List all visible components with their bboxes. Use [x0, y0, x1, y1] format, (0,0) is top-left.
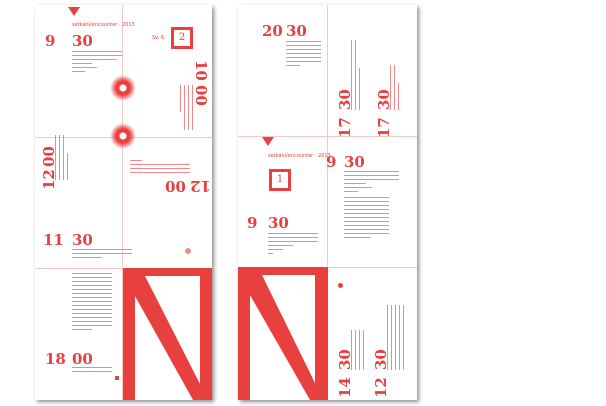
- time-hour: 20: [262, 22, 283, 40]
- logo-icon: [338, 283, 343, 288]
- program-text: [177, 85, 193, 130]
- triangle-marker-icon: [68, 7, 80, 16]
- square-marker-icon: [115, 376, 119, 380]
- time-hour: 9: [326, 153, 337, 171]
- n-letter-graphic: [238, 267, 328, 400]
- time-hour: 10: [192, 60, 210, 81]
- program-text: [351, 40, 363, 110]
- program-text: [55, 135, 71, 180]
- time-minute: 00: [192, 85, 210, 106]
- number-box: 1: [269, 169, 291, 191]
- time-minute: 30: [72, 32, 93, 50]
- left-poster-page: setkání/encounter · 2013 2 Sv. 6. 9 30 1…: [35, 5, 212, 400]
- program-text: [390, 65, 402, 110]
- time-hour: 9: [247, 214, 258, 232]
- time-hour: 9: [45, 32, 56, 50]
- time-hour: 14: [336, 377, 354, 398]
- program-text: [268, 233, 318, 257]
- time-minute: 00: [72, 350, 93, 368]
- time-hour: 12: [372, 377, 390, 398]
- program-text: [344, 197, 389, 241]
- fold-line: [327, 5, 328, 400]
- n-letter-graphic: [123, 268, 212, 400]
- program-text: [72, 273, 112, 333]
- number-box: 2: [171, 27, 193, 49]
- fold-line: [122, 5, 123, 400]
- time-hour: 17: [375, 117, 393, 138]
- box-number: 2: [178, 32, 186, 43]
- time-minute: 30: [344, 153, 365, 171]
- time-hour: 17: [336, 117, 354, 138]
- time-hour: 18: [45, 350, 66, 368]
- right-poster-page: 20 30 17 30 17 30 setkání/encounter · 20…: [238, 5, 417, 400]
- program-text: [387, 305, 407, 370]
- header-label: setkání/encounter · 2013: [72, 22, 135, 28]
- burst-graphic: [110, 75, 136, 101]
- triangle-marker-icon: [262, 137, 274, 146]
- program-text: [72, 51, 122, 75]
- program-text: [351, 330, 367, 370]
- time-minute: 00: [165, 177, 186, 195]
- program-text: [72, 367, 112, 375]
- program-text: [72, 249, 132, 261]
- time-hour: 12: [190, 177, 211, 195]
- burst-graphic: [110, 123, 136, 149]
- program-text: [286, 41, 321, 69]
- box-label: Sv. 6.: [152, 35, 166, 41]
- time-minute: 30: [286, 22, 307, 40]
- time-hour: 11: [43, 231, 64, 249]
- program-text: [130, 160, 190, 176]
- header-label: setkání/encounter · 2013: [268, 153, 331, 159]
- time-minute: 30: [72, 231, 93, 249]
- logo-icon: [185, 248, 191, 254]
- fold-line: [238, 136, 417, 137]
- time-minute: 30: [268, 214, 289, 232]
- box-number: 1: [276, 174, 284, 185]
- program-text: [344, 171, 399, 195]
